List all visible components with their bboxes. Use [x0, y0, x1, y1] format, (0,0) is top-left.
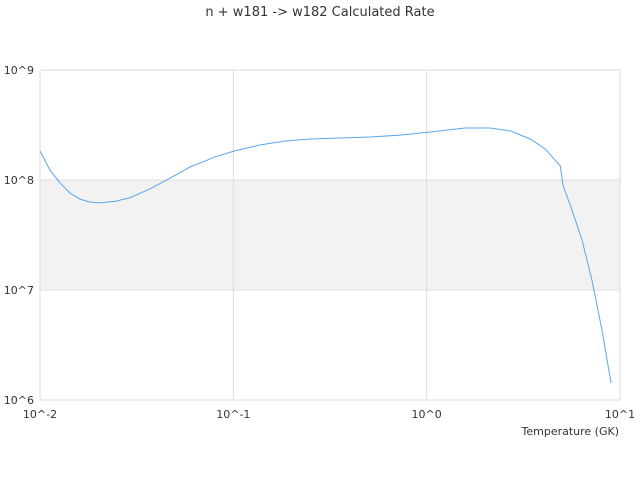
y-tick-label: 10^9: [4, 64, 34, 77]
grid-band: [40, 180, 620, 290]
x-tick-label: 10^-1: [216, 408, 250, 421]
x-tick-label: 10^-2: [23, 408, 57, 421]
chart-title: n + w181 -> w182 Calculated Rate: [205, 5, 434, 20]
data-line: [39, 127, 612, 383]
x-tick-label: 10^1: [605, 408, 635, 421]
y-tick-label: 10^8: [4, 174, 34, 187]
y-tick-label: 10^6: [4, 394, 34, 407]
x-axis-label: Temperature (GK): [521, 425, 620, 438]
y-tick-label: 10^7: [4, 284, 34, 297]
x-tick-label: 10^0: [412, 408, 442, 421]
